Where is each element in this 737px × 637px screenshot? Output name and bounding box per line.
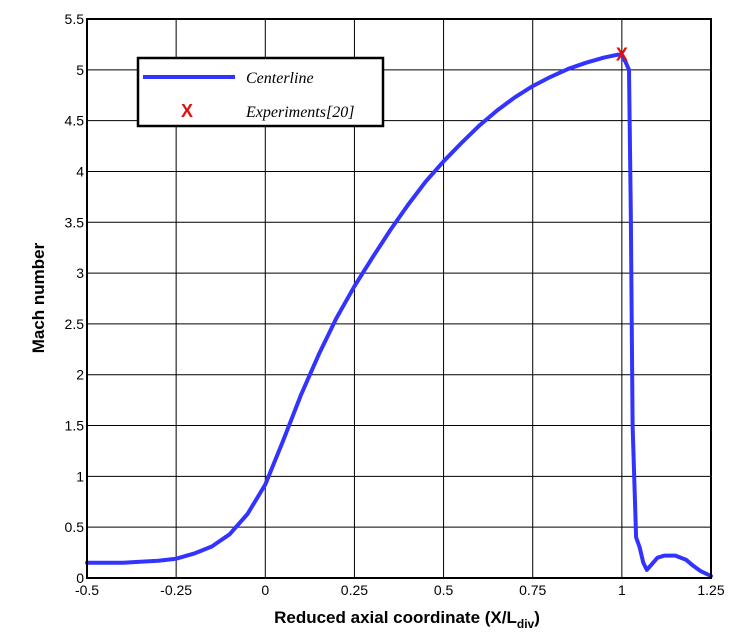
x-tick-label: 0 xyxy=(261,582,269,598)
x-tick-label: -0.25 xyxy=(160,582,192,598)
legend-box xyxy=(136,56,385,128)
centerline-series-line xyxy=(85,52,713,578)
y-tick-label: 0 xyxy=(76,570,84,586)
y-tick-label: 5 xyxy=(76,62,84,78)
legend-marker-x: X xyxy=(181,101,193,121)
y-tick-label: 3 xyxy=(76,265,84,281)
x-tick-label: 0.75 xyxy=(519,582,546,598)
x-axis-title-close: ) xyxy=(534,608,540,627)
y-tick-label: 2 xyxy=(76,367,84,383)
legend-label-centerline: Centerline xyxy=(246,70,314,87)
y-tick-label: 1.5 xyxy=(65,418,85,434)
y-tick-label: 1 xyxy=(76,468,84,484)
x-axis-title-subscript: div xyxy=(517,617,535,631)
x-tick-label: 1.25 xyxy=(697,582,724,598)
y-tick-label: 0.5 xyxy=(65,519,85,535)
y-tick-label: 2.5 xyxy=(65,316,85,332)
x-tick-label: 1 xyxy=(618,582,626,598)
y-tick-label: 5.5 xyxy=(65,11,85,27)
legend: Centerline X Experiments[20] xyxy=(136,56,385,128)
x-tick-label: 0.25 xyxy=(341,582,368,598)
grid xyxy=(87,19,711,578)
plot-series: X xyxy=(85,45,713,578)
legend-label-experiments: Experiments[20] xyxy=(245,104,354,121)
plot-frame xyxy=(86,18,712,579)
x-axis-title-main: Reduced axial coordinate (X/L xyxy=(274,608,517,627)
x-tick-label: -0.5 xyxy=(75,582,99,598)
y-axis-title: Mach number xyxy=(29,242,48,353)
x-axis-title: Reduced axial coordinate (X/Ldiv) xyxy=(274,608,540,631)
tick-labels: -0.5 -0.25 0 0.25 0.5 0.75 1 1.25 0 0.5 1 1.5 2 2.5 3 3… xyxy=(65,11,725,598)
experiment-data-point: X xyxy=(616,45,628,65)
x-tick-label: 0.5 xyxy=(434,582,454,598)
y-tick-label: 4 xyxy=(76,163,84,179)
y-tick-label: 3.5 xyxy=(65,214,85,230)
y-tick-label: 4.5 xyxy=(65,113,85,129)
